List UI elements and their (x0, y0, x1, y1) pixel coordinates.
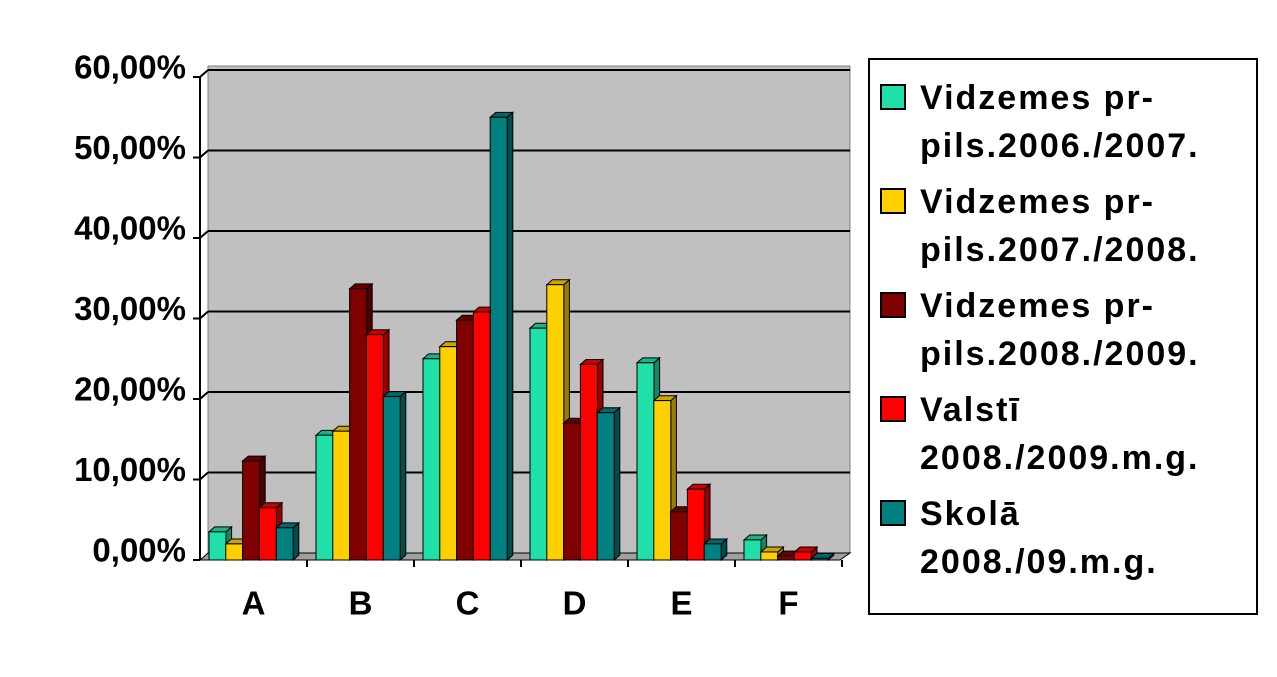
legend-item: Valstī 2008./2009.m.g. (880, 386, 1248, 482)
bar (636, 362, 655, 561)
bar (225, 543, 244, 561)
bar (793, 551, 812, 561)
bar (703, 543, 722, 561)
legend-swatch (880, 396, 906, 422)
x-tick-label: C (456, 585, 480, 622)
x-tick-label: A (242, 585, 266, 622)
bar-side (613, 406, 621, 562)
legend-label: Valstī 2008./2009.m.g. (920, 391, 1200, 477)
y-tick-label: 50,00% (74, 129, 186, 166)
legend-label: Vidzemes pr-pils.2006./2007. (920, 79, 1200, 165)
bar (596, 412, 615, 561)
bar-side (506, 111, 514, 562)
legend-item: Skolā 2008./09.m.g. (880, 490, 1248, 586)
bar (743, 539, 762, 561)
bar (275, 527, 294, 561)
grid-depth (199, 149, 209, 159)
y-tick-label: 30,00% (74, 290, 186, 327)
bar (546, 284, 565, 561)
grid-depth (199, 310, 209, 320)
bar (242, 460, 261, 561)
grid-depth (199, 230, 209, 239)
x-tick-label: F (778, 585, 798, 622)
legend: Vidzemes pr-pils.2006./2007. Vidzemes pr-… (868, 58, 1258, 615)
y-tick-label: 40,00% (74, 210, 186, 247)
bar (315, 434, 334, 561)
legend-swatch (880, 84, 906, 110)
y-tick-label: 0,00% (92, 532, 186, 569)
bar (563, 422, 582, 561)
bar (332, 430, 351, 561)
bar (349, 288, 368, 561)
x-tick-label: B (349, 585, 373, 622)
y-tick-label: 60,00% (74, 49, 186, 86)
legend-item: Vidzemes pr-pils.2008./2009. (880, 282, 1248, 378)
x-tick-label: E (670, 585, 692, 622)
bar (258, 507, 277, 561)
bar-side (292, 521, 300, 562)
legend-label: Vidzemes pr-pils.2007./2008. (920, 183, 1200, 269)
legend-item: Vidzemes pr-pils.2007./2008. (880, 178, 1248, 274)
bar (579, 363, 598, 561)
grid-depth (199, 471, 209, 481)
back-wall (207, 65, 851, 554)
legend-swatch (880, 292, 906, 318)
bar (760, 551, 779, 561)
grid-depth (199, 69, 209, 78)
bar (777, 555, 796, 561)
bar (670, 511, 689, 561)
chart: 0,00% 10,00% 20,00% 30,00% 40,00% 50,00% 60,00… (74, 49, 852, 622)
bar (489, 116, 508, 561)
bar-side (399, 390, 407, 562)
bar (686, 488, 705, 561)
bar (208, 531, 227, 561)
legend-label: Skolā 2008./09.m.g. (920, 495, 1158, 581)
grid-depth (199, 391, 209, 400)
legend-label: Vidzemes pr-pils.2008./2009. (920, 287, 1200, 373)
bar (472, 311, 491, 561)
bar (422, 358, 441, 561)
bar (529, 327, 548, 561)
x-tick-label: D (563, 585, 587, 622)
legend-swatch (880, 500, 906, 526)
bar (439, 346, 458, 561)
bar (653, 400, 672, 561)
y-tick-label: 20,00% (74, 371, 186, 408)
bar (365, 334, 384, 561)
y-tick-label: 10,00% (74, 451, 186, 488)
bar (810, 557, 829, 561)
bar (456, 319, 475, 561)
legend-swatch (880, 188, 906, 214)
bar (382, 396, 401, 561)
legend-item: Vidzemes pr-pils.2006./2007. (880, 74, 1248, 170)
